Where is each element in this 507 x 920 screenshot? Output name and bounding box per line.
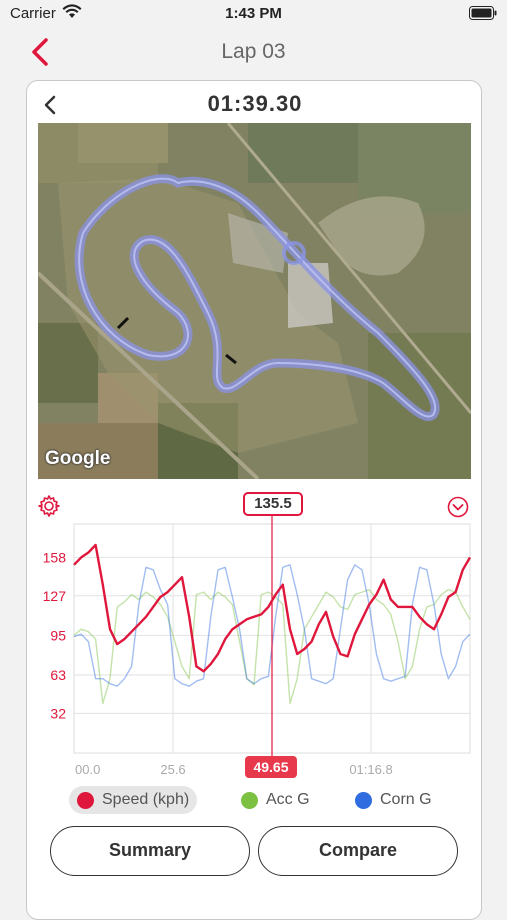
y-tick-label: 32 (50, 705, 66, 721)
chart-svg: 158 127 95 63 32 00.0 25.6 01:16.8 (43, 516, 472, 776)
clock: 1:43 PM (225, 5, 282, 22)
carrier-label: Carrier (10, 5, 56, 22)
navigation-bar: Lap 03 (0, 28, 507, 78)
legend-speed-label: Speed (kph) (102, 791, 190, 808)
telemetry-chart[interactable]: 158 127 95 63 32 00.0 25.6 01:16.8 135.5 49.65 (27, 486, 483, 778)
cursor-value-label: 135.5 (243, 492, 303, 516)
x-tick-label: 00.0 (75, 762, 100, 776)
y-tick-label: 158 (43, 549, 67, 565)
map-attribution: Google (45, 448, 111, 469)
speed-color-dot (77, 791, 94, 809)
chevron-down-circle-icon[interactable] (447, 496, 469, 518)
battery-icon (469, 6, 497, 20)
satellite-map-image (38, 123, 471, 479)
x-tick-label: 25.6 (160, 762, 185, 776)
y-tick-label: 127 (43, 588, 67, 604)
previous-lap-icon[interactable] (41, 94, 59, 116)
back-chevron-icon[interactable] (28, 36, 52, 68)
wifi-icon (62, 4, 82, 18)
status-bar: Carrier 1:43 PM (0, 0, 507, 28)
corn-color-dot (355, 791, 372, 809)
cursor-time-label: 49.65 (245, 756, 297, 778)
acc-color-dot (241, 791, 258, 809)
page-title: Lap 03 (221, 40, 286, 63)
x-tick-label: 01:16.8 (349, 762, 392, 776)
chart-legend: Speed (kph) Acc G Corn G (27, 786, 483, 818)
summary-button[interactable]: Summary (50, 826, 250, 876)
lap-time: 01:39.30 (207, 91, 303, 116)
y-tick-label: 95 (50, 627, 66, 643)
lap-card: 01:39.30 Google 158 127 95 (26, 80, 482, 920)
legend-speed[interactable]: Speed (kph) (69, 786, 198, 814)
legend-corn-label: Corn G (380, 791, 432, 808)
track-map[interactable]: Google (38, 123, 471, 479)
legend-corn-g[interactable]: Corn G (347, 786, 440, 814)
legend-acc-g[interactable]: Acc G (233, 786, 318, 814)
y-tick-label: 63 (50, 667, 66, 683)
legend-acc-label: Acc G (266, 791, 310, 808)
settings-gear-icon[interactable] (37, 494, 61, 518)
compare-button[interactable]: Compare (258, 826, 458, 876)
